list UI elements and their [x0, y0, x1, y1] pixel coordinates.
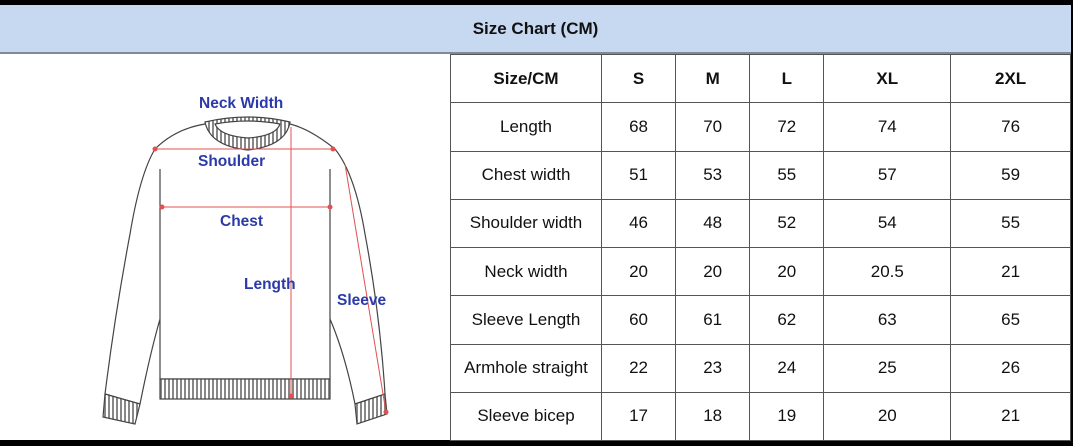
row-label: Chest width — [450, 150, 602, 200]
table-cell: 23 — [675, 343, 751, 393]
row-label: Armhole straight — [450, 343, 602, 393]
table-cell: 19 — [749, 391, 825, 442]
table-cell: 72 — [749, 102, 825, 152]
table-cell: 20 — [675, 246, 751, 297]
table-cell: 22 — [600, 343, 677, 393]
header-size: Size/CM — [450, 53, 602, 104]
row-label: Shoulder width — [450, 198, 602, 249]
table-cell: 63 — [823, 295, 952, 345]
label-sleeve: Sleeve — [337, 292, 387, 309]
header-xl: XL — [823, 53, 952, 104]
table-cell: 61 — [675, 295, 751, 345]
label-neck-width: Neck Width — [199, 95, 283, 112]
table-cell: 20.5 — [823, 246, 952, 297]
table-cell: 20 — [600, 246, 677, 297]
table-cell: 74 — [823, 102, 952, 152]
table-cell: 68 — [600, 102, 677, 152]
table-row: Sleeve bicep 17 18 19 20 21 — [450, 391, 1071, 442]
table-cell: 48 — [675, 198, 751, 249]
header-2xl: 2XL — [950, 53, 1071, 104]
table-cell: 62 — [749, 295, 825, 345]
table-cell: 52 — [749, 198, 825, 249]
table-cell: 51 — [600, 150, 677, 200]
header-l: L — [749, 53, 825, 104]
size-chart: Size Chart (CM) — [0, 5, 1071, 442]
table-row: Sleeve Length 60 61 62 63 65 — [450, 295, 1071, 345]
table-cell: 17 — [600, 391, 677, 442]
table-cell: 18 — [675, 391, 751, 442]
table-cell: 21 — [950, 391, 1071, 442]
table-cell: 26 — [950, 343, 1071, 393]
table-header-row: Size/CM S M L XL 2XL — [450, 53, 1071, 104]
label-length: Length — [244, 276, 296, 293]
table-cell: 60 — [600, 295, 677, 345]
table-row: Chest width 51 53 55 57 59 — [450, 150, 1071, 200]
table-row: Neck width 20 20 20 20.5 21 — [450, 246, 1071, 297]
table-cell: 20 — [749, 246, 825, 297]
table-cell: 55 — [749, 150, 825, 200]
row-label: Length — [450, 102, 602, 152]
row-label: Neck width — [450, 246, 602, 297]
table-row: Length 68 70 72 74 76 — [450, 102, 1071, 152]
table-row: Shoulder width 46 48 52 54 55 — [450, 198, 1071, 249]
table-cell: 21 — [950, 246, 1071, 297]
table-cell: 59 — [950, 150, 1071, 200]
table-cell: 53 — [675, 150, 751, 200]
table-cell: 57 — [823, 150, 952, 200]
size-table: Size/CM S M L XL 2XL Length 68 70 72 74 76 Che… — [450, 53, 1071, 442]
header-s: S — [600, 53, 677, 104]
row-label: Sleeve Length — [450, 295, 602, 345]
table-cell: 20 — [823, 391, 952, 442]
sweater-diagram: Neck Width Shoulder Chest Length Sleeve — [0, 54, 450, 440]
sweater-outline-icon — [102, 116, 388, 425]
measurement-lines — [152, 127, 389, 415]
row-label: Sleeve bicep — [450, 391, 602, 442]
header-m: M — [675, 53, 751, 104]
table-cell: 55 — [950, 198, 1071, 249]
table-cell: 25 — [823, 343, 952, 393]
label-shoulder: Shoulder — [198, 153, 265, 170]
table-cell: 65 — [950, 295, 1071, 345]
label-chest: Chest — [220, 213, 263, 230]
chart-title: Size Chart (CM) — [0, 5, 1071, 54]
table-row: Armhole straight 22 23 24 25 26 — [450, 343, 1071, 393]
table-cell: 76 — [950, 102, 1071, 152]
table-cell: 70 — [675, 102, 751, 152]
table-cell: 24 — [749, 343, 825, 393]
table-cell: 46 — [600, 198, 677, 249]
table-cell: 54 — [823, 198, 952, 249]
